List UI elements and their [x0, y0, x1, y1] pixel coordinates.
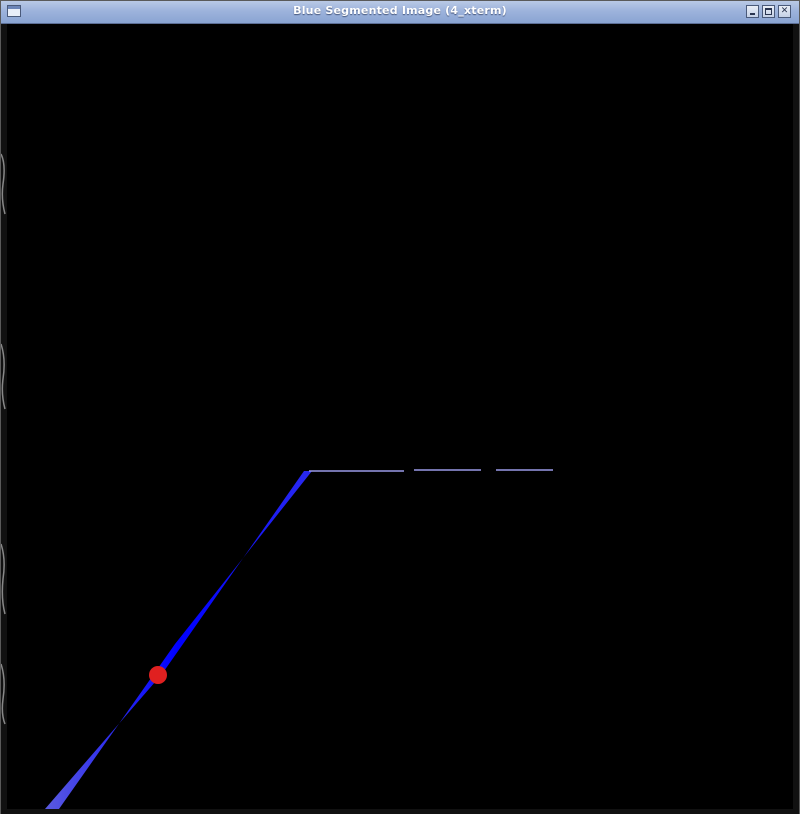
minimize-button[interactable]: [746, 5, 759, 18]
diagonal-blue-segment: [45, 471, 312, 809]
bottom-window-edge: [1, 809, 799, 814]
maximize-button[interactable]: [762, 5, 775, 18]
title-bar[interactable]: Blue Segmented Image (4_xterm) ✕: [1, 1, 799, 24]
left-window-edge: [1, 24, 7, 809]
window-menu-icon[interactable]: [7, 5, 21, 17]
red-marker-point: [149, 666, 167, 684]
right-window-edge: [793, 24, 799, 809]
window-title: Blue Segmented Image (4_xterm): [293, 4, 507, 17]
segmented-image-canvas[interactable]: [7, 24, 793, 809]
close-button[interactable]: ✕: [778, 5, 791, 18]
